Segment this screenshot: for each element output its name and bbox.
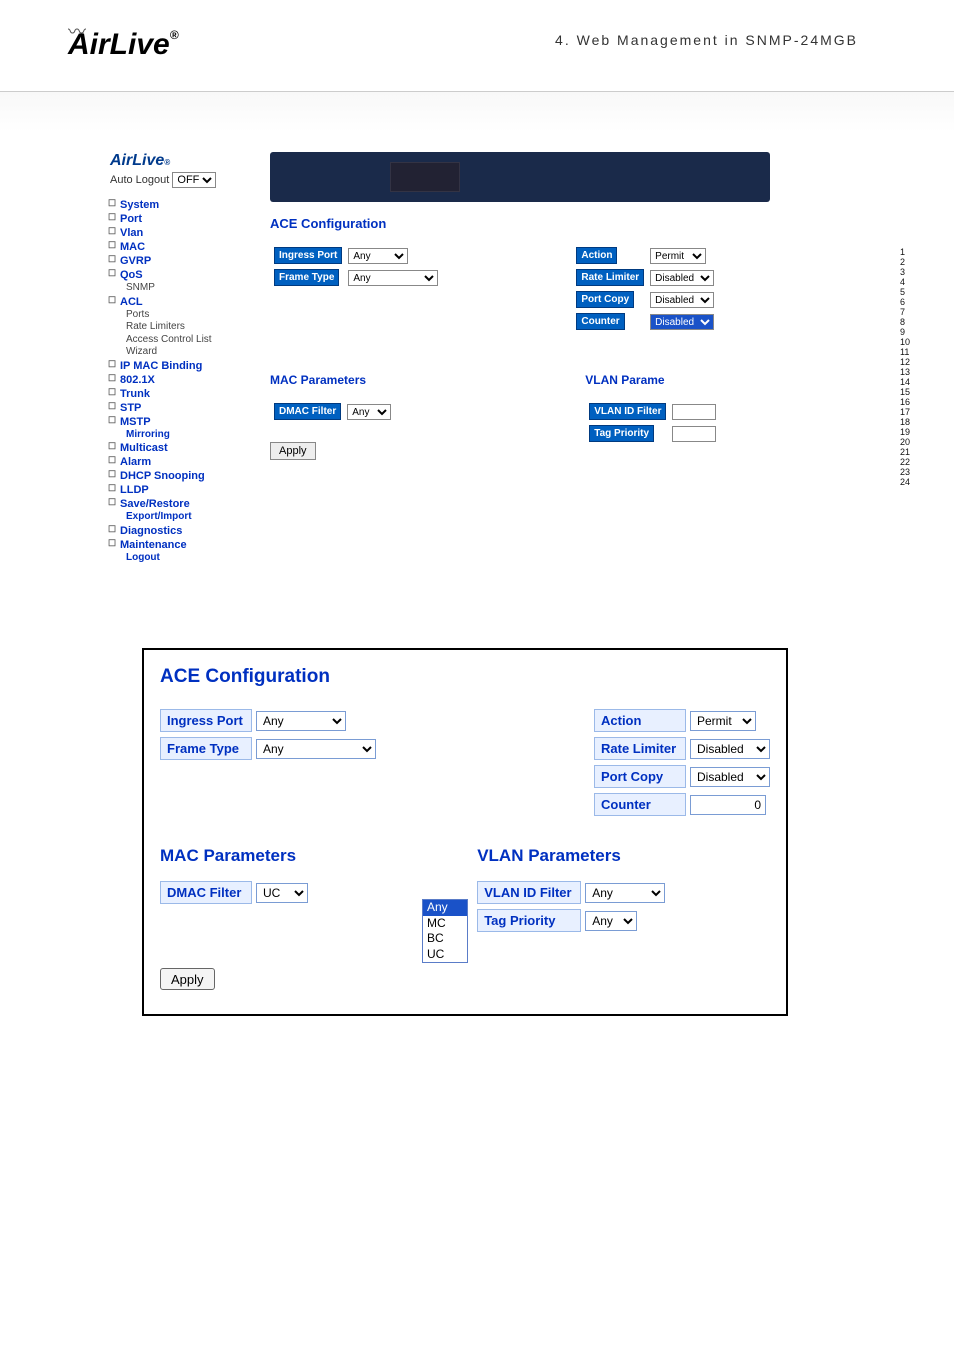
auto-logout-label: Auto Logout	[110, 174, 169, 186]
port-copy-label: Port Copy	[576, 291, 634, 308]
tag-priority-label: Tag Priority	[589, 425, 654, 442]
ingress-port-select-lg[interactable]: Any	[256, 711, 346, 731]
nav-item[interactable]: DHCP Snooping	[110, 469, 252, 483]
mac-params-title: MAC Parameters	[270, 373, 395, 387]
dmac-option[interactable]: MC	[423, 916, 467, 932]
apply-button-large[interactable]: Apply	[160, 968, 215, 990]
nav-item[interactable]: MSTP	[110, 415, 252, 429]
nav-subitem[interactable]: SNMP	[110, 282, 252, 295]
nav-subitem[interactable]: Mirroring	[110, 429, 252, 442]
nav-item[interactable]: Save/Restore	[110, 497, 252, 511]
nav-item[interactable]: Maintenance	[110, 538, 252, 552]
dmac-filter-label: DMAC Filter	[274, 403, 341, 420]
rate-limiter-select[interactable]: Disabled	[650, 270, 714, 286]
nav-subitem[interactable]: Rate Limiters	[110, 321, 252, 334]
nav-item[interactable]: MAC	[110, 240, 252, 254]
nav-item[interactable]: QoS	[110, 268, 252, 282]
nav-subitem[interactable]: Export/Import	[110, 511, 252, 524]
dmac-filter-select-lg[interactable]: UC	[256, 883, 308, 903]
frame-type-label-lg: Frame Type	[160, 737, 252, 760]
nav-item[interactable]: LLDP	[110, 483, 252, 497]
vlan-id-filter-select-lg[interactable]: Any	[585, 883, 665, 903]
nav-item[interactable]: Vlan	[110, 226, 252, 240]
ingress-frame-table: Ingress Port Any Frame Type Any	[270, 243, 442, 289]
nav-item[interactable]: IP MAC Binding	[110, 359, 252, 373]
nav-item[interactable]: System	[110, 198, 252, 212]
dmac-option[interactable]: BC	[423, 931, 467, 947]
ingress-port-select[interactable]: Any	[348, 248, 408, 264]
vlan-id-filter-input[interactable]	[672, 404, 716, 420]
counter-input-lg[interactable]	[690, 795, 766, 815]
nav-item[interactable]: Diagnostics	[110, 524, 252, 538]
vlan-params-title: VLAN Parame	[585, 373, 720, 387]
nav-subitem[interactable]: Access Control List	[110, 334, 252, 347]
dmac-filter-label-lg: DMAC Filter	[160, 881, 252, 904]
tag-priority-label-lg: Tag Priority	[477, 909, 581, 932]
nav-item[interactable]: Trunk	[110, 387, 252, 401]
nav-subitem[interactable]: Wizard	[110, 346, 252, 359]
vlan-id-filter-label-lg: VLAN ID Filter	[477, 881, 581, 904]
breadcrumb: 4. Web Management in SNMP-24MGB	[555, 32, 858, 48]
device-panel-image	[270, 152, 770, 202]
dmac-filter-select[interactable]: Any	[347, 404, 391, 420]
counter-label: Counter	[576, 313, 624, 330]
brand-logo: AirLive®	[68, 28, 179, 62]
nav-item[interactable]: Multicast	[110, 441, 252, 455]
tag-priority-select-lg[interactable]: Any	[585, 911, 637, 931]
action-select[interactable]: Permit	[650, 248, 706, 264]
rate-limiter-label: Rate Limiter	[576, 269, 644, 286]
port-option[interactable]: 24	[900, 478, 930, 488]
nav-item[interactable]: Port	[110, 212, 252, 226]
nav-item[interactable]: 802.1X	[110, 373, 252, 387]
apply-button-small[interactable]: Apply	[270, 442, 316, 460]
counter-port-dropdown[interactable]: 123456789101112131415161718192021222324	[900, 248, 930, 488]
mac-params-title-lg: MAC Parameters	[160, 846, 453, 866]
port-copy-select-lg[interactable]: Disabled	[690, 767, 770, 787]
nav-item[interactable]: GVRP	[110, 254, 252, 268]
nav-item[interactable]: STP	[110, 401, 252, 415]
nav-subitem[interactable]: Logout	[110, 552, 252, 565]
nav-tree: SystemPortVlanMACGVRPQoSSNMPACLPortsRate…	[110, 198, 252, 564]
dmac-option[interactable]: Any	[423, 900, 467, 916]
rate-limiter-select-lg[interactable]: Disabled	[690, 739, 770, 759]
frame-type-select[interactable]: Any	[348, 270, 438, 286]
counter-select[interactable]: Disabled	[650, 314, 714, 330]
vlan-id-filter-label: VLAN ID Filter	[589, 403, 666, 420]
ingress-port-label-lg: Ingress Port	[160, 709, 252, 732]
nav-item[interactable]: ACL	[110, 295, 252, 309]
dmac-filter-dropdown-open[interactable]: AnyMCBCUC	[422, 899, 468, 963]
action-select-lg[interactable]: Permit	[690, 711, 756, 731]
ace-config-title-large: ACE Configuration	[160, 666, 770, 688]
vlan-params-title-lg: VLAN Parameters	[477, 846, 770, 866]
frame-type-label: Frame Type	[274, 269, 339, 286]
nav-item[interactable]: Alarm	[110, 455, 252, 469]
tag-priority-input[interactable]	[672, 426, 716, 442]
auto-logout-select[interactable]: OFF	[172, 172, 216, 188]
port-copy-select[interactable]: Disabled	[650, 292, 714, 308]
action-table: Action Permit Rate Limiter Disabled Port…	[572, 243, 718, 333]
frame-type-select-lg[interactable]: Any	[256, 739, 376, 759]
rate-limiter-label-lg: Rate Limiter	[594, 737, 686, 760]
mini-brand-logo: AirLive®	[110, 152, 252, 170]
action-label: Action	[576, 247, 617, 264]
action-label-lg: Action	[594, 709, 686, 732]
nav-subitem[interactable]: Ports	[110, 309, 252, 322]
dmac-option[interactable]: UC	[423, 947, 467, 963]
port-copy-label-lg: Port Copy	[594, 765, 686, 788]
counter-label-lg: Counter	[594, 793, 686, 816]
ingress-port-label: Ingress Port	[274, 247, 342, 264]
ace-config-title: ACE Configuration	[270, 216, 834, 231]
